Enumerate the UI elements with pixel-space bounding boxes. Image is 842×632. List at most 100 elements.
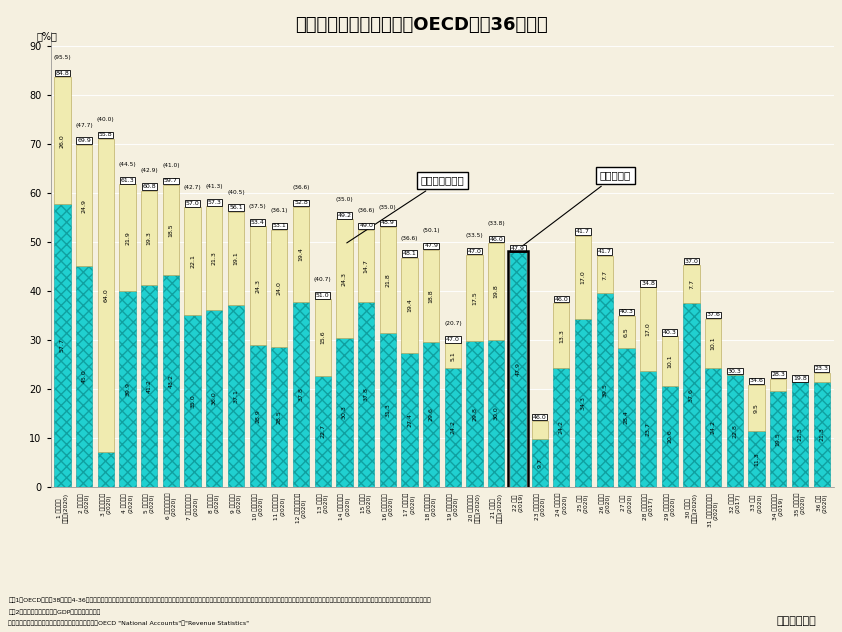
Text: (50.1): (50.1) (423, 228, 440, 233)
Bar (640, 288, 656, 371)
Bar (531, 421, 548, 439)
Bar (705, 368, 722, 487)
Bar (575, 319, 591, 487)
Bar (120, 291, 136, 487)
Text: 24.0: 24.0 (277, 281, 282, 295)
Text: (35.0): (35.0) (379, 205, 397, 210)
Text: 39.5: 39.5 (602, 383, 607, 397)
Text: 34.8: 34.8 (641, 281, 655, 286)
Bar (271, 230, 287, 347)
Bar (597, 256, 613, 293)
Text: 租税負担率: 租税負担率 (520, 171, 632, 248)
Text: 59.7: 59.7 (164, 178, 178, 183)
Text: 5.1: 5.1 (450, 351, 456, 361)
Text: 15.6: 15.6 (320, 331, 325, 344)
Text: 9.5: 9.5 (754, 403, 759, 413)
Text: 49.2: 49.2 (338, 213, 351, 218)
Text: 47.0: 47.0 (446, 337, 460, 342)
Text: 34.3: 34.3 (580, 396, 585, 410)
Text: 21.8: 21.8 (386, 273, 391, 287)
Text: 10.1: 10.1 (711, 337, 716, 350)
Text: 57.0: 57.0 (186, 201, 200, 206)
Bar (662, 386, 678, 487)
Text: 17.5: 17.5 (472, 291, 477, 305)
Text: 18.5: 18.5 (168, 223, 173, 237)
Bar (466, 255, 482, 341)
Bar (249, 345, 266, 487)
Text: (42.7): (42.7) (184, 185, 201, 190)
Bar (228, 212, 244, 305)
Text: （出典）日本：内閣府「国民経済計算」等　諸外国：OECD "National Accounts"、"Revenue Statistics": （出典）日本：内閣府「国民経済計算」等 諸外国：OECD "National A… (8, 621, 249, 626)
Text: 社会保障負担率: 社会保障負担率 (347, 175, 464, 243)
Text: 46.0: 46.0 (533, 415, 546, 420)
Text: 国民負担率の国際比較（OECD加盟36カ国）: 国民負担率の国際比較（OECD加盟36カ国） (295, 16, 547, 33)
Text: （注1）OECD加盟国38カ国中4-36カ国。日本、オーストラリア、アイルランド、トルコについては集額値。それ以外の国は推計による暫定値。コロンビア及びアイスラ: （注1）OECD加盟国38カ国中4-36カ国。日本、オーストラリア、アイルランド… (8, 597, 431, 603)
Bar (76, 267, 93, 487)
Bar (553, 368, 569, 487)
Bar (445, 368, 461, 487)
Text: 53.1: 53.1 (273, 223, 286, 228)
Text: 19.4: 19.4 (299, 247, 304, 261)
Text: 21.3: 21.3 (212, 252, 216, 265)
Text: 41.7: 41.7 (598, 249, 611, 254)
Text: 37.8: 37.8 (299, 387, 304, 401)
Text: (36.1): (36.1) (270, 208, 288, 212)
Text: (40.7): (40.7) (314, 277, 332, 282)
Text: 57.3: 57.3 (207, 200, 221, 205)
Bar (163, 185, 179, 276)
Text: 14.7: 14.7 (364, 258, 369, 272)
Text: 41.2: 41.2 (147, 379, 152, 392)
Text: 11.3: 11.3 (754, 452, 759, 466)
Text: 21.3: 21.3 (797, 428, 802, 442)
Text: 56.1: 56.1 (229, 205, 242, 210)
Text: 19.8: 19.8 (793, 376, 807, 381)
Bar (727, 375, 743, 487)
Text: 30.0: 30.0 (493, 406, 498, 420)
Text: 46.0: 46.0 (555, 296, 568, 301)
Text: 46.0: 46.0 (489, 236, 504, 241)
Bar (336, 338, 353, 487)
Text: 22.1: 22.1 (190, 255, 195, 268)
Text: 55.8: 55.8 (99, 132, 113, 137)
Bar (380, 334, 396, 487)
Text: 28.4: 28.4 (624, 410, 629, 424)
Text: 19.5: 19.5 (775, 432, 781, 446)
Bar (684, 303, 700, 487)
Text: (95.5): (95.5) (54, 55, 72, 60)
Bar (206, 206, 222, 310)
Text: 47.0: 47.0 (467, 249, 482, 253)
Text: 31.3: 31.3 (386, 403, 391, 417)
Text: 29.8: 29.8 (472, 407, 477, 421)
Text: 28.9: 28.9 (255, 409, 260, 423)
Text: 19.4: 19.4 (407, 298, 412, 312)
Bar (618, 348, 635, 487)
Text: 69.9: 69.9 (77, 138, 91, 143)
Text: 24.2: 24.2 (559, 420, 564, 434)
Bar (76, 145, 93, 267)
Text: (33.8): (33.8) (488, 221, 505, 226)
Bar (813, 373, 829, 382)
Text: 45.0: 45.0 (82, 370, 87, 384)
Bar (684, 265, 700, 303)
Text: 34.6: 34.6 (749, 379, 764, 384)
Text: 37.6: 37.6 (689, 387, 694, 401)
Bar (640, 371, 656, 487)
Text: 13.3: 13.3 (559, 329, 564, 343)
Bar (423, 342, 440, 487)
Bar (705, 319, 722, 368)
Text: 37.8: 37.8 (364, 387, 369, 401)
Text: 37.1: 37.1 (233, 389, 238, 403)
Text: (40.5): (40.5) (227, 190, 245, 195)
Bar (98, 139, 114, 452)
Text: 64.0: 64.0 (104, 288, 109, 302)
Bar (55, 204, 71, 487)
Text: 51.0: 51.0 (316, 293, 329, 298)
Bar (488, 340, 504, 487)
Bar (358, 301, 374, 487)
Text: 出典：財務省: 出典：財務省 (777, 616, 817, 626)
Bar (466, 341, 482, 487)
Bar (553, 303, 569, 368)
Text: 24.3: 24.3 (342, 272, 347, 286)
Text: 23.7: 23.7 (646, 422, 651, 435)
Bar (402, 258, 418, 353)
